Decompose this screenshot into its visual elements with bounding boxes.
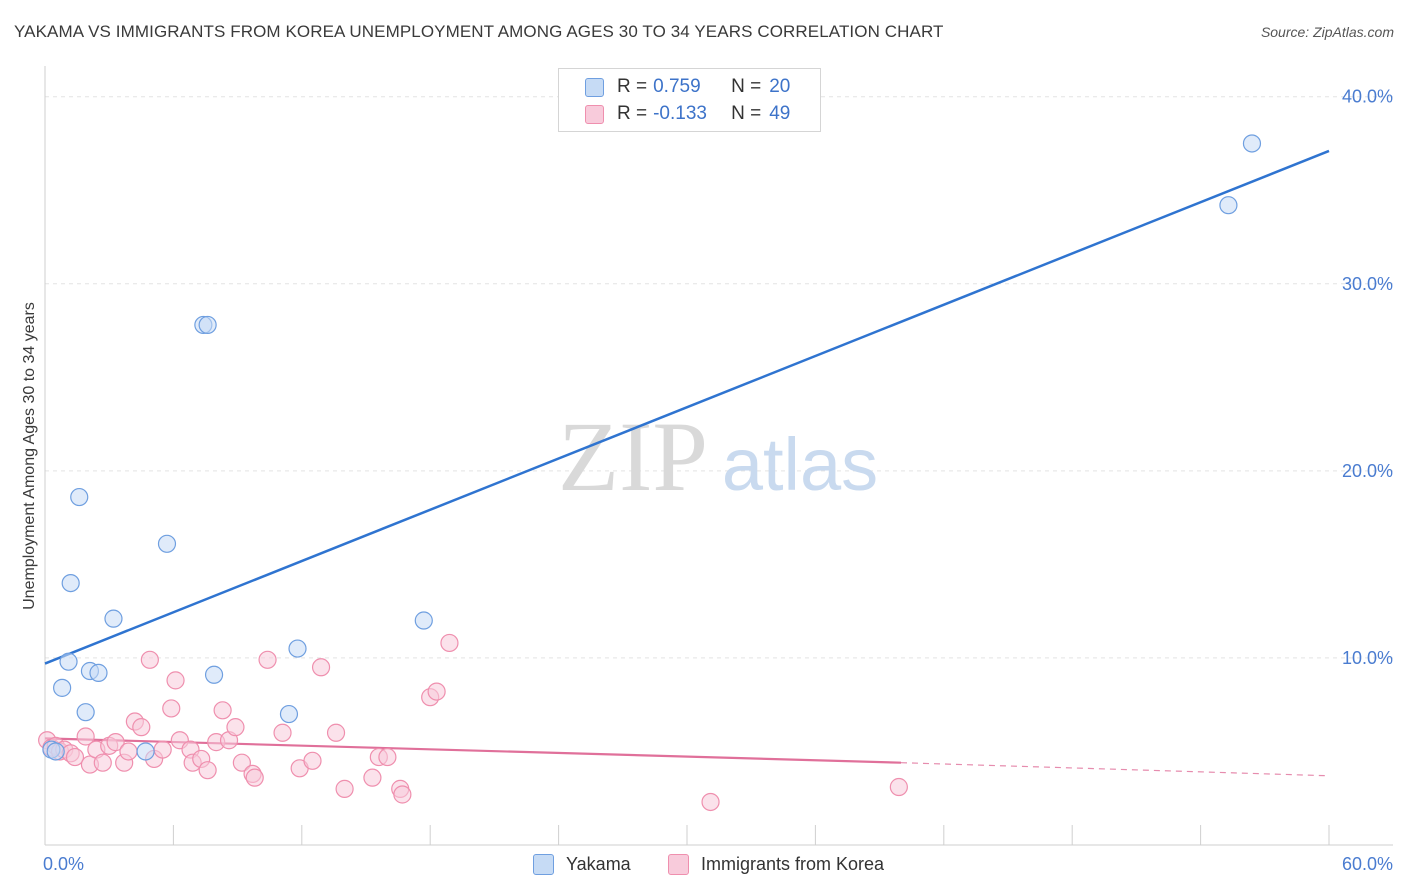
yakama-r-value: 0.759 [653, 76, 701, 97]
y-tick-label: 30.0% [1342, 274, 1393, 294]
data-points [38, 134, 1262, 812]
yakama-point [59, 652, 78, 671]
yakama-point [104, 609, 123, 628]
korea-point [889, 777, 908, 797]
korea-point [106, 733, 125, 752]
korea-point [335, 779, 354, 798]
n-label: N = [731, 76, 762, 97]
korea-point [119, 742, 138, 761]
korea-point [378, 747, 397, 767]
legend-item-korea: Immigrants from Korea [668, 852, 884, 876]
legend-item-yakama: Yakama [533, 852, 631, 876]
yakama-point [414, 611, 433, 630]
korea-point [226, 718, 245, 737]
korea-point [273, 723, 292, 742]
axes [44, 66, 1393, 846]
korea-point [258, 650, 277, 669]
korea-point [326, 723, 346, 742]
korea-n-value: 49 [769, 103, 791, 124]
yakama-point [288, 639, 307, 658]
gridlines [45, 96, 1393, 659]
yakama-point [46, 742, 65, 761]
yakama-point [53, 678, 72, 697]
korea-point [245, 768, 264, 787]
y-tick-label: 20.0% [1342, 461, 1393, 481]
yakama-legend-swatch [533, 853, 554, 875]
korea-point [132, 718, 151, 737]
korea-point [93, 753, 112, 772]
yakama-point [89, 663, 108, 682]
watermark-zip: ZIP [558, 401, 708, 512]
legend-row-yakama: R = 0.759 N = 20 [585, 75, 790, 99]
yakama-point [70, 487, 89, 507]
korea-point [393, 785, 412, 804]
r-label: R = [617, 76, 648, 97]
n-label: N = [731, 103, 762, 124]
yakama-point [1242, 134, 1262, 153]
korea-swatch [585, 104, 604, 124]
yakama-point [76, 703, 95, 722]
korea-point [153, 740, 172, 759]
y-tick-label: 40.0% [1342, 87, 1393, 107]
watermark: ZIP atlas [558, 401, 878, 512]
yakama-n-value: 20 [769, 76, 791, 97]
korea-point [213, 701, 232, 720]
korea-legend-label: Immigrants from Korea [701, 853, 885, 874]
korea-point [232, 753, 251, 772]
r-label: R = [617, 103, 648, 124]
x-tick-label: 0.0% [43, 854, 84, 874]
yakama-point [61, 573, 80, 593]
yakama-swatch [585, 77, 604, 97]
x-tick-label: 60.0% [1342, 854, 1393, 874]
watermark-atlas: atlas [722, 423, 878, 506]
trend-line-yakama [44, 149, 1330, 665]
yakama-point [204, 665, 224, 684]
korea-r-value: -0.133 [653, 103, 707, 124]
korea-point [311, 658, 331, 677]
korea-point [303, 751, 322, 770]
korea-point [427, 682, 446, 701]
y-tick-label: 10.0% [1342, 648, 1393, 668]
source-credit: Source: ZipAtlas.com [1260, 24, 1394, 40]
trend-extension-korea [900, 762, 1330, 777]
korea-point [701, 792, 720, 812]
yakama-point [1219, 196, 1238, 215]
stats-legend: R = 0.759 N = 20 R = -0.133 N = 49 [558, 68, 821, 132]
korea-point [440, 633, 459, 653]
yakama-legend-label: Yakama [566, 853, 631, 874]
korea-point [198, 761, 217, 780]
yakama-point [136, 742, 155, 761]
korea-point [363, 768, 382, 787]
korea-point [65, 747, 85, 767]
korea-point [166, 671, 185, 690]
chart-title: YAKAMA VS IMMIGRANTS FROM KOREA UNEMPLOY… [14, 22, 944, 41]
korea-point [140, 650, 159, 669]
yakama-point [198, 315, 217, 335]
korea-legend-swatch [668, 853, 689, 875]
yakama-point [157, 534, 177, 553]
korea-point [162, 699, 181, 718]
yakama-point [279, 704, 299, 724]
legend-row-korea: R = -0.133 N = 49 [585, 102, 790, 126]
korea-point [76, 727, 95, 746]
tick-labels: 10.0% 20.0% 30.0% 40.0% 0.0% 60.0% [43, 87, 1393, 874]
